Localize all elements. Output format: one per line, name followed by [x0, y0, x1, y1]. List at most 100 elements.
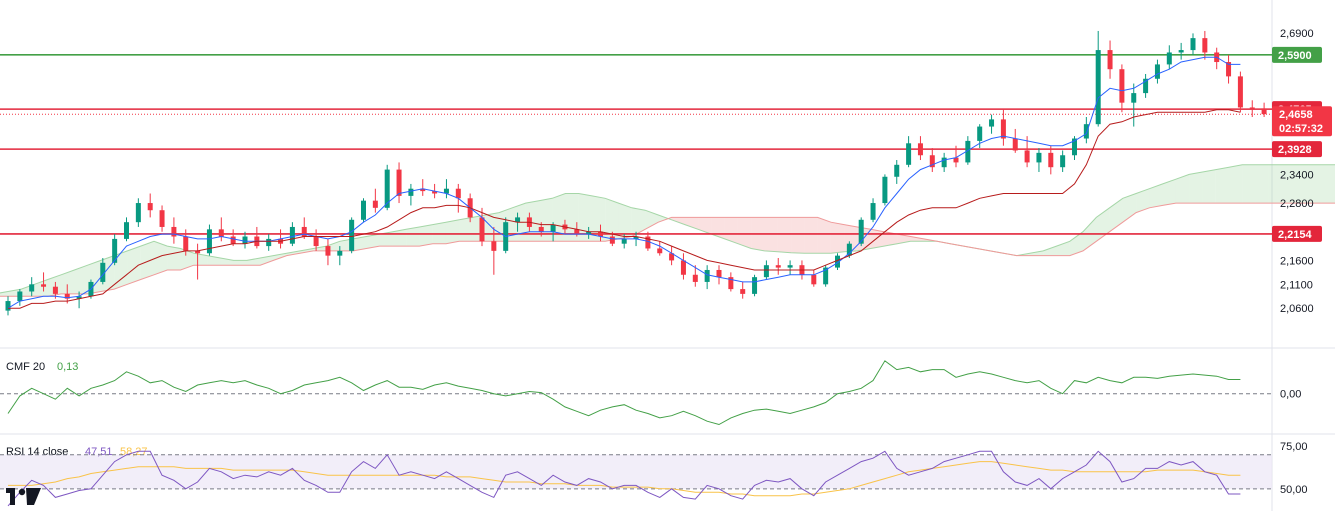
main-pane[interactable]: 2,69002,39002,34002,28002,16002,11002,06…: [0, 28, 1335, 316]
candle: [835, 253, 840, 270]
cloud-segment: [1109, 198, 1123, 232]
candle: [325, 238, 331, 266]
cloud-segment: [711, 217, 725, 239]
level-tag-label: 2,3928: [1278, 144, 1312, 156]
cloud-segment: [897, 234, 911, 244]
candle: [1048, 145, 1054, 175]
cloud-segment: [1268, 164, 1283, 204]
cloud-segment: [618, 203, 632, 239]
level-tag-label: 2,5900: [1278, 50, 1312, 62]
rsi-line: [7, 450, 1241, 507]
cloud-segment: [61, 269, 75, 294]
cloud-segment: [366, 234, 380, 249]
candle: [1131, 83, 1137, 127]
candle: [1060, 150, 1066, 172]
cloud-segment: [1162, 179, 1176, 206]
candle: [1237, 71, 1243, 113]
rsi-band: [0, 454, 1272, 489]
candle: [1000, 109, 1006, 146]
candle: [1107, 40, 1113, 79]
candle: [135, 198, 141, 227]
cloud-segment: [737, 217, 752, 249]
cloud-segment: [1215, 167, 1230, 204]
cloud-segment: [74, 265, 88, 294]
rsi-tick-label: 50,00: [1280, 484, 1308, 496]
candle: [361, 198, 366, 223]
cmf-value: 0,13: [57, 361, 78, 373]
cloud-segment: [591, 195, 606, 242]
cloud-segment: [830, 222, 845, 254]
candle: [823, 265, 829, 287]
candle: [1012, 128, 1018, 153]
price-axis: 2,69002,39002,34002,28002,16002,11002,06…: [1280, 28, 1314, 315]
candle: [977, 124, 983, 149]
candle: [882, 174, 888, 206]
level-tag-label: 2,2154: [1278, 229, 1313, 241]
price-tick-label: 2,6900: [1280, 28, 1314, 40]
rsi-tick-label: 75,00: [1280, 441, 1308, 453]
cloud-segment: [777, 217, 792, 253]
candle: [586, 226, 592, 239]
ichimoku-cloud: [0, 164, 1335, 297]
cloud-segment: [286, 250, 300, 256]
rsi-value: 47,51: [85, 446, 113, 458]
cloud-segment: [260, 255, 274, 266]
candle: [254, 226, 260, 249]
rsi-ma-line: [8, 461, 1241, 497]
cloud-segment: [459, 217, 473, 242]
candle: [1072, 136, 1077, 161]
cloud-segment: [207, 255, 221, 266]
candle: [159, 205, 165, 232]
cloud-segment: [153, 241, 168, 275]
candle: [692, 265, 698, 287]
current-price-tag: [1272, 106, 1332, 137]
candle: [76, 291, 82, 309]
level-tag: [1272, 225, 1322, 242]
candle: [1143, 73, 1149, 98]
cmf-line: [7, 360, 1241, 426]
senkou-span-b-line: [0, 202, 1335, 297]
level-tag: [1272, 46, 1322, 63]
candle: [716, 265, 722, 285]
candle: [598, 224, 603, 242]
tradingview-logo-icon[interactable]: [6, 488, 41, 505]
candle: [313, 229, 319, 251]
candle: [680, 253, 686, 280]
candle: [1178, 42, 1184, 60]
candle: [41, 272, 47, 292]
cloud-segment: [1136, 188, 1150, 213]
cloud-segment: [883, 231, 898, 247]
cloud-segment: [379, 231, 393, 247]
current-price-label: 2,4658: [1279, 109, 1313, 121]
candle: [479, 207, 485, 247]
rsi-title: RSI 14 close: [6, 446, 68, 458]
candle: [752, 274, 758, 297]
price-tick-label: 2,2800: [1280, 198, 1314, 210]
cloud-segment: [1308, 164, 1322, 204]
cloud-segment: [432, 222, 446, 244]
cmf-pane[interactable]: CMF 20 0,13 0,00: [0, 360, 1301, 426]
cloud-segment: [445, 219, 460, 244]
candle: [941, 152, 947, 172]
cloud-segment: [724, 217, 738, 244]
senkou-span-a-line: [0, 164, 1335, 294]
cloud-segment: [392, 229, 407, 247]
candle: [289, 222, 295, 247]
candle: [218, 217, 224, 242]
cloud-segment: [1295, 164, 1309, 204]
candle: [443, 179, 449, 199]
cloud-segment: [1069, 231, 1084, 256]
countdown-label: 02:57:32: [1279, 123, 1323, 135]
cloud-segment: [1029, 250, 1044, 256]
candle: [420, 179, 426, 196]
cloud-segment: [817, 217, 831, 254]
candle: [1154, 59, 1160, 84]
candle: [669, 246, 675, 266]
level-tag: [1272, 141, 1322, 158]
candle: [870, 198, 876, 223]
candle: [5, 296, 11, 316]
cloud-segment: [1149, 183, 1163, 208]
